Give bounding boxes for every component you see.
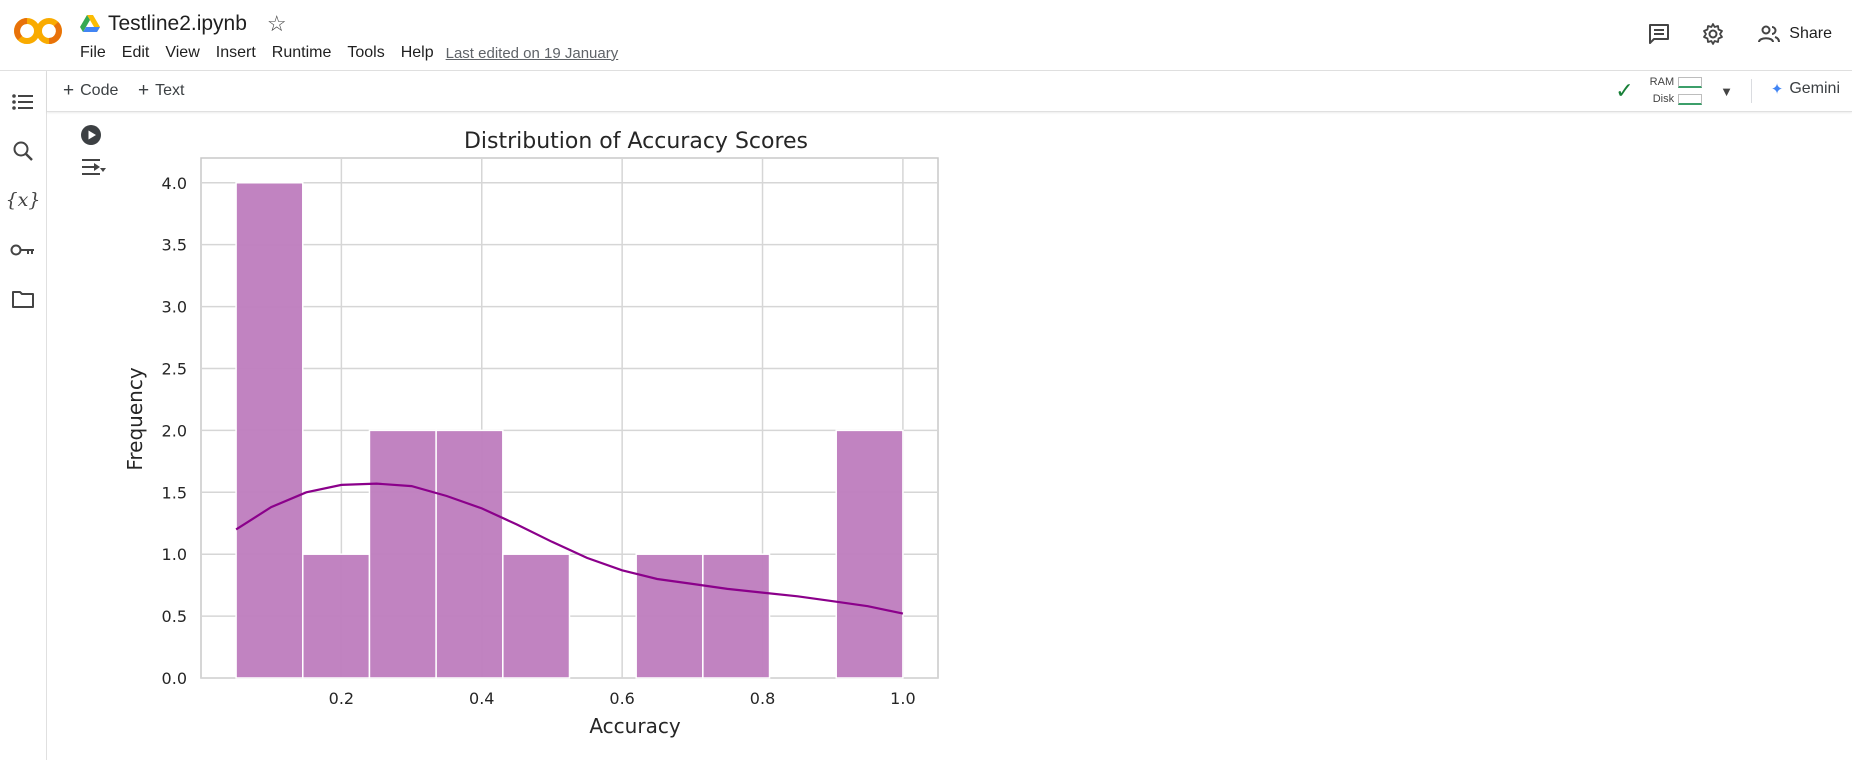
disk-label: Disk [1652,93,1675,105]
colab-logo-icon[interactable] [14,14,64,48]
chevron-down-icon[interactable]: ▼ [1720,83,1733,99]
key-icon[interactable] [10,237,36,263]
x-tick-label: 0.8 [750,689,775,708]
y-tick-label: 0.5 [162,607,187,626]
histogram-bar [302,553,371,679]
ram-disk-meters: RAM Disk [1649,74,1703,108]
x-tick-label: 0.4 [469,689,494,708]
gemini-spark-icon: ✦ [1770,81,1784,98]
google-drive-icon [80,15,100,32]
x-axis-label: Accuracy [589,714,680,738]
chart-title: Distribution of Accuracy Scores [464,129,808,154]
histogram-bar [702,553,771,679]
share-button[interactable]: Share [1757,24,1832,44]
notebook-title[interactable]: Testline2.ipynb [108,12,247,35]
y-tick-label: 1.0 [162,545,187,564]
y-tick-label: 2.0 [162,421,187,440]
y-axis-label: Frequency [123,367,147,470]
x-axis-ticks: 0.2 0.4 0.6 0.8 1.0 [329,689,916,708]
run-cell-icon[interactable] [80,124,102,146]
resources-indicator[interactable]: ✓ RAM Disk ▼ [1615,74,1752,108]
menu-edit[interactable]: Edit [121,44,150,61]
ram-bar [1678,76,1703,88]
search-icon[interactable] [10,138,36,164]
y-tick-label: 3.0 [162,298,187,317]
star-icon[interactable]: ☆ [266,11,287,36]
histogram-bar [235,182,304,679]
comment-icon [1649,24,1670,44]
histogram-bar [635,553,704,679]
histogram-bar [502,553,571,679]
settings-button[interactable] [1697,18,1729,50]
top-bar: Testline2.ipynb ☆ File Edit View Insert … [0,0,1852,71]
disk-bar [1678,93,1703,105]
accuracy-histogram-chart: Distribution of Accuracy Scores 0.0 0.5 1.… [123,129,939,738]
add-code-button[interactable]: + Code [63,80,118,102]
y-tick-label: 1.5 [162,483,187,502]
menu-view[interactable]: View [165,44,200,61]
kde-curve [235,482,904,615]
add-text-label: Text [155,82,185,99]
y-tick-label: 4.0 [162,174,187,193]
menu-bar: File Edit View Insert Runtime Tools Help… [72,42,618,64]
y-tick-label: 2.5 [162,359,187,378]
left-rail: {x} [0,71,47,760]
gemini-label: Gemini [1789,80,1840,97]
y-axis-ticks: 0.0 0.5 1.0 1.5 2.0 2.5 3.0 3.5 4.0 [162,174,187,688]
folder-icon[interactable] [10,286,36,312]
menu-runtime[interactable]: Runtime [271,44,332,61]
menu-insert[interactable]: Insert [215,44,256,61]
menu-tools[interactable]: Tools [347,44,385,61]
people-icon [1758,25,1781,43]
add-code-label: Code [80,82,119,99]
gemini-button[interactable]: ✦ Gemini [1771,80,1840,98]
plus-icon: + [138,80,150,101]
comments-button[interactable] [1643,18,1675,50]
x-tick-label: 0.6 [609,689,634,708]
x-tick-label: 1.0 [890,689,915,708]
y-tick-label: 0.0 [162,669,187,688]
histogram-bars [235,182,904,679]
add-text-button[interactable]: + Text [138,80,184,102]
toc-icon[interactable] [10,89,36,115]
menu-help[interactable]: Help [400,44,434,61]
menu-file[interactable]: File [80,44,106,61]
connected-check-icon: ✓ [1615,78,1634,103]
histogram-bar [435,429,504,679]
ram-label: RAM [1649,76,1675,88]
title-row: Testline2.ipynb ☆ [80,10,287,38]
last-edited-link[interactable]: Last edited on 19 January [445,44,619,62]
histogram-bar [368,429,437,679]
histogram-bar [835,429,904,679]
top-right-actions: Share [1621,18,1832,50]
y-tick-label: 3.5 [162,236,187,255]
x-tick-label: 0.2 [329,689,354,708]
notebook-toolbar: + Code + Text ✓ RAM Disk ▼ ✦ Gemini [47,71,1852,112]
share-label: Share [1789,25,1832,42]
gear-icon [1703,23,1724,45]
output-menu-icon[interactable] [80,156,106,178]
plus-icon: + [63,80,75,101]
divider [1751,79,1752,103]
variables-icon[interactable]: {x} [5,189,41,211]
